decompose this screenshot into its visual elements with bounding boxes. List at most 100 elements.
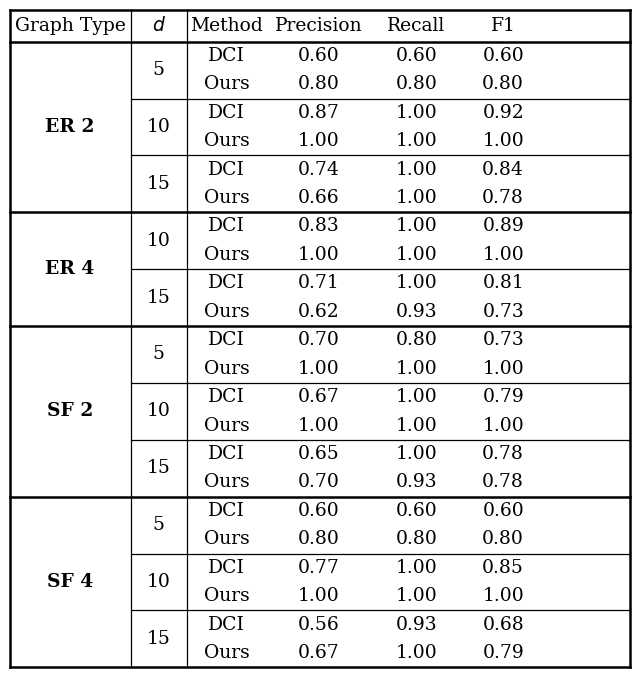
Text: 15: 15 <box>147 175 170 193</box>
Text: 1.00: 1.00 <box>298 417 339 435</box>
Text: Ours: Ours <box>204 530 250 548</box>
Text: 0.84: 0.84 <box>482 160 524 179</box>
Text: DCI: DCI <box>209 274 245 293</box>
Text: 0.73: 0.73 <box>483 303 524 321</box>
Text: Ours: Ours <box>204 303 250 321</box>
Text: 5: 5 <box>152 61 164 79</box>
Text: 0.80: 0.80 <box>396 530 437 548</box>
Text: DCI: DCI <box>209 218 245 235</box>
Text: 1.00: 1.00 <box>396 559 437 577</box>
Text: 1.00: 1.00 <box>396 445 437 463</box>
Text: Method: Method <box>191 17 263 35</box>
Text: 0.77: 0.77 <box>298 559 339 577</box>
Text: 0.60: 0.60 <box>483 47 524 65</box>
Text: 0.66: 0.66 <box>298 189 339 207</box>
Text: 1.00: 1.00 <box>483 417 524 435</box>
Text: Precision: Precision <box>275 17 362 35</box>
Text: 1.00: 1.00 <box>298 360 339 377</box>
Text: 0.68: 0.68 <box>483 615 524 634</box>
Text: 0.67: 0.67 <box>298 388 339 406</box>
Text: 0.70: 0.70 <box>298 331 339 349</box>
Text: DCI: DCI <box>209 615 245 634</box>
Text: 0.79: 0.79 <box>483 388 524 406</box>
Text: 1.00: 1.00 <box>396 360 437 377</box>
Text: Ours: Ours <box>204 75 250 93</box>
Text: 0.60: 0.60 <box>483 502 524 520</box>
Text: Ours: Ours <box>204 587 250 605</box>
Text: 0.78: 0.78 <box>482 473 524 491</box>
Text: 0.67: 0.67 <box>298 644 339 662</box>
Text: 0.80: 0.80 <box>396 331 437 349</box>
Text: 0.60: 0.60 <box>396 502 437 520</box>
Text: 0.62: 0.62 <box>298 303 339 321</box>
Text: DCI: DCI <box>209 559 245 577</box>
Text: 0.87: 0.87 <box>298 104 339 122</box>
Text: 0.60: 0.60 <box>396 47 437 65</box>
Text: 1.00: 1.00 <box>298 246 339 264</box>
Text: 1.00: 1.00 <box>483 587 524 605</box>
Text: 0.74: 0.74 <box>298 160 339 179</box>
Text: 0.81: 0.81 <box>483 274 524 293</box>
Text: 0.79: 0.79 <box>483 644 524 662</box>
Text: Ours: Ours <box>204 189 250 207</box>
Text: 15: 15 <box>147 459 170 477</box>
Text: 0.65: 0.65 <box>298 445 339 463</box>
Text: 1.00: 1.00 <box>396 587 437 605</box>
Text: 0.80: 0.80 <box>396 75 437 93</box>
Text: 0.60: 0.60 <box>298 47 339 65</box>
Text: 0.93: 0.93 <box>396 615 437 634</box>
Text: SF 4: SF 4 <box>47 573 93 591</box>
Text: ER 2: ER 2 <box>45 118 95 136</box>
Text: 0.60: 0.60 <box>298 502 339 520</box>
Text: 0.80: 0.80 <box>482 75 524 93</box>
Text: 15: 15 <box>147 288 170 307</box>
Text: Ours: Ours <box>204 132 250 150</box>
Text: 10: 10 <box>147 402 170 421</box>
Text: 1.00: 1.00 <box>483 132 524 150</box>
Text: 1.00: 1.00 <box>483 246 524 264</box>
Text: 0.83: 0.83 <box>298 218 339 235</box>
Text: 1.00: 1.00 <box>396 388 437 406</box>
Text: Ours: Ours <box>204 246 250 264</box>
Text: 1.00: 1.00 <box>396 417 437 435</box>
Text: Ours: Ours <box>204 417 250 435</box>
Text: 5: 5 <box>152 516 164 534</box>
Text: 1.00: 1.00 <box>396 160 437 179</box>
Text: 1.00: 1.00 <box>298 587 339 605</box>
Text: 5: 5 <box>152 346 164 363</box>
Text: 1.00: 1.00 <box>396 274 437 293</box>
Text: DCI: DCI <box>209 47 245 65</box>
Text: Graph Type: Graph Type <box>15 17 125 35</box>
Text: DCI: DCI <box>209 331 245 349</box>
Text: 0.78: 0.78 <box>482 445 524 463</box>
Text: 0.80: 0.80 <box>298 530 339 548</box>
Text: 1.00: 1.00 <box>483 360 524 377</box>
Text: Ours: Ours <box>204 644 250 662</box>
Text: Ours: Ours <box>204 360 250 377</box>
Text: 15: 15 <box>147 630 170 648</box>
Text: 0.89: 0.89 <box>483 218 524 235</box>
Text: 0.93: 0.93 <box>396 303 437 321</box>
Text: 1.00: 1.00 <box>396 104 437 122</box>
Text: 1.00: 1.00 <box>396 644 437 662</box>
Text: DCI: DCI <box>209 160 245 179</box>
Text: F1: F1 <box>491 17 516 35</box>
Text: DCI: DCI <box>209 502 245 520</box>
Text: Recall: Recall <box>387 17 445 35</box>
Text: 1.00: 1.00 <box>298 132 339 150</box>
Text: DCI: DCI <box>209 104 245 122</box>
Text: Ours: Ours <box>204 473 250 491</box>
Text: ER 4: ER 4 <box>45 260 95 278</box>
Text: SF 2: SF 2 <box>47 402 93 421</box>
Text: DCI: DCI <box>209 445 245 463</box>
Text: 0.92: 0.92 <box>483 104 524 122</box>
Text: 0.71: 0.71 <box>298 274 339 293</box>
Text: 0.80: 0.80 <box>298 75 339 93</box>
Text: 1.00: 1.00 <box>396 189 437 207</box>
Text: 0.78: 0.78 <box>482 189 524 207</box>
Text: 0.93: 0.93 <box>396 473 437 491</box>
Text: 0.85: 0.85 <box>482 559 524 577</box>
Text: 10: 10 <box>147 573 170 591</box>
Text: 1.00: 1.00 <box>396 132 437 150</box>
Text: 0.70: 0.70 <box>298 473 339 491</box>
